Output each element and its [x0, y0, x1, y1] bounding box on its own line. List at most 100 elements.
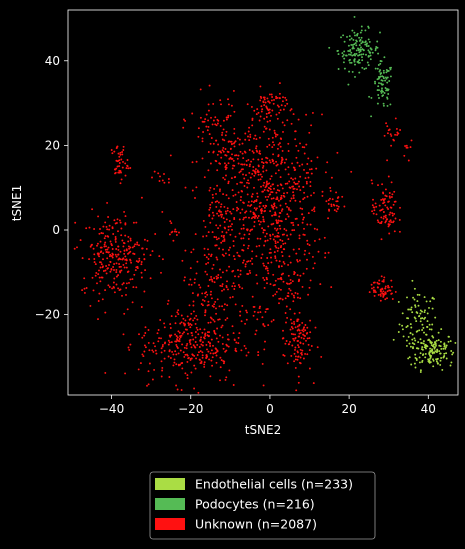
- scatter-point: [113, 263, 116, 265]
- scatter-point: [218, 247, 221, 250]
- scatter-point: [429, 347, 432, 350]
- scatter-point: [291, 292, 293, 295]
- scatter-point: [199, 358, 201, 361]
- scatter-point: [174, 228, 177, 231]
- scatter-point: [215, 256, 218, 259]
- scatter-point: [213, 320, 216, 323]
- scatter-point: [419, 371, 422, 373]
- scatter-point: [293, 273, 296, 276]
- scatter-point: [194, 233, 197, 236]
- scatter-point: [223, 139, 226, 142]
- scatter-point: [262, 184, 265, 187]
- scatter-point: [263, 279, 266, 281]
- scatter-point: [194, 341, 197, 343]
- scatter-point: [232, 164, 235, 167]
- scatter-point: [417, 341, 420, 344]
- scatter-point: [454, 341, 457, 344]
- scatter-point: [270, 261, 273, 264]
- scatter-point: [305, 332, 308, 335]
- scatter-point: [255, 147, 257, 150]
- scatter-point: [278, 302, 280, 305]
- scatter-point: [279, 277, 281, 280]
- scatter-point: [273, 143, 276, 146]
- scatter-point: [259, 311, 262, 314]
- scatter-point: [227, 162, 230, 165]
- scatter-point: [85, 287, 88, 289]
- scatter-point: [207, 253, 210, 256]
- scatter-point: [421, 346, 424, 349]
- scatter-point: [254, 333, 257, 336]
- scatter-point: [228, 369, 231, 372]
- scatter-point: [372, 198, 374, 201]
- scatter-point: [284, 297, 287, 300]
- scatter-point: [210, 290, 212, 293]
- scatter-point: [390, 206, 393, 209]
- scatter-point: [302, 357, 305, 360]
- scatter-point: [410, 363, 413, 366]
- scatter-point: [252, 166, 255, 168]
- scatter-point: [224, 378, 227, 381]
- scatter-point: [248, 269, 251, 272]
- scatter-point: [261, 108, 264, 111]
- scatter-point: [147, 383, 150, 386]
- scatter-point: [217, 201, 220, 204]
- scatter-point: [384, 188, 387, 191]
- scatter-point: [280, 265, 283, 268]
- scatter-point: [203, 328, 206, 331]
- scatter-point: [350, 61, 353, 64]
- scatter-point: [405, 144, 408, 147]
- scatter-point: [324, 256, 327, 259]
- scatter-point: [125, 282, 128, 285]
- scatter-point: [236, 251, 239, 254]
- scatter-point: [110, 255, 113, 257]
- scatter-point: [255, 200, 258, 203]
- scatter-point: [288, 255, 291, 258]
- scatter-point: [302, 198, 305, 201]
- scatter-point: [214, 352, 217, 355]
- scatter-point: [375, 205, 378, 208]
- scatter-point: [418, 361, 421, 364]
- scatter-point: [243, 150, 246, 153]
- scatter-point: [209, 352, 212, 355]
- scatter-point: [233, 145, 236, 148]
- scatter-point: [248, 126, 251, 129]
- scatter-point: [216, 200, 219, 203]
- scatter-point: [299, 200, 302, 203]
- scatter-point: [413, 298, 416, 301]
- scatter-point: [374, 80, 376, 83]
- scatter-point: [292, 337, 295, 340]
- scatter-point: [97, 215, 100, 218]
- scatter-point: [245, 159, 248, 162]
- scatter-point: [367, 38, 370, 41]
- scatter-point: [382, 94, 385, 97]
- scatter-point: [207, 151, 210, 153]
- scatter-point: [291, 344, 294, 347]
- scatter-point: [272, 273, 275, 276]
- scatter-point: [421, 329, 424, 331]
- scatter-point: [363, 68, 366, 70]
- scatter-point: [277, 277, 280, 280]
- scatter-point: [212, 102, 215, 105]
- scatter-point: [370, 283, 373, 286]
- scatter-point: [401, 324, 404, 327]
- scatter-point: [318, 238, 321, 241]
- scatter-point: [401, 328, 404, 331]
- scatter-point: [129, 239, 132, 242]
- scatter-point: [362, 53, 365, 56]
- scatter-point: [145, 247, 148, 250]
- scatter-point: [189, 338, 192, 341]
- scatter-point: [369, 47, 372, 50]
- scatter-point: [211, 211, 214, 214]
- scatter-point: [230, 212, 233, 215]
- x-tick-label: 40: [421, 402, 436, 416]
- scatter-point: [238, 255, 241, 258]
- scatter-point: [170, 341, 173, 344]
- scatter-point: [386, 290, 389, 293]
- scatter-point: [303, 196, 306, 199]
- scatter-point: [395, 127, 398, 130]
- scatter-point: [237, 275, 240, 278]
- scatter-point: [189, 267, 192, 270]
- scatter-point: [249, 176, 252, 179]
- scatter-point: [348, 50, 351, 53]
- scatter-point: [231, 325, 234, 328]
